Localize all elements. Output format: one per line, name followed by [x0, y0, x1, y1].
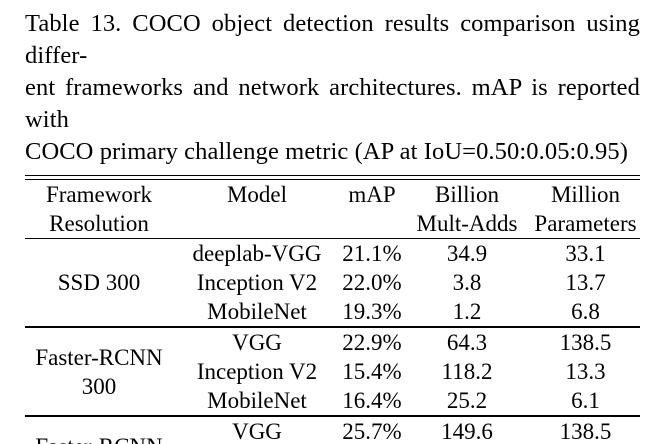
header-mult-adds-line: Mult-Adds: [416, 211, 518, 236]
table-row: MobileNet 19.3% 1.2 6.8: [25, 297, 640, 327]
parameters-cell: 13.3: [565, 359, 606, 384]
framework-line: SSD 300: [57, 270, 141, 295]
header-map: mAP: [348, 182, 396, 207]
header-resolution-line: Resolution: [49, 211, 149, 236]
header-framework-resolution: Framework Resolution: [25, 180, 173, 239]
caption-line-3: COCO primary challenge metric (AP at IoU…: [25, 138, 628, 165]
framework-group-3: Faster-RCNN600VGG25.7%149.6138.5Inceptio…: [25, 416, 640, 444]
parameters-cell: 138.5: [559, 419, 612, 444]
mult-adds-cell: 34.9: [446, 241, 488, 266]
model-cell: VGG: [232, 419, 282, 444]
framework-cell: SSD 300: [25, 239, 173, 328]
table-row: Inception V2 22.0% 3.8 13.7: [25, 268, 640, 297]
header-parameters-line: Parameters: [534, 211, 637, 236]
table-caption: Table 13. COCO object detection results …: [25, 8, 640, 168]
model-cell: Inception V2: [196, 359, 318, 384]
map-cell: 15.4%: [342, 359, 402, 384]
mult-adds-cell: 64.3: [446, 330, 488, 355]
map-cell: 25.7%: [342, 419, 402, 444]
model-cell: MobileNet: [207, 299, 307, 324]
mult-adds-cell: 118.2: [441, 359, 493, 384]
parameters-cell: 33.1: [565, 241, 606, 266]
framework-cell: Faster-RCNN600: [25, 416, 173, 444]
caption-line-2: ent frameworks and network architectures…: [25, 74, 640, 133]
parameters-cell: 13.7: [565, 270, 606, 295]
header-mult-adds: Billion Mult-Adds: [403, 180, 531, 239]
mult-adds-cell: 149.6: [441, 419, 493, 444]
model-cell: deeplab-VGG: [192, 241, 322, 266]
mult-adds-cell: 3.8: [452, 270, 482, 295]
parameters-cell: 138.5: [559, 330, 612, 355]
framework-line: Faster-RCNN: [35, 344, 163, 370]
model-cell: MobileNet: [207, 388, 307, 413]
framework-cell: Faster-RCNN 300: [25, 327, 173, 416]
header-million-line: Million: [550, 182, 620, 207]
table-row: Inception V2 15.4% 118.2 13.3: [25, 357, 640, 386]
map-cell: 19.3%: [342, 299, 402, 324]
framework-line: 300: [81, 373, 117, 399]
framework-group-2: Faster-RCNN 300 VGG 22.9% 64.3 138.5 Inception…: [25, 327, 640, 416]
map-cell: 22.0%: [342, 270, 402, 295]
parameters-cell: 6.1: [571, 388, 600, 413]
mult-adds-cell: 1.2: [452, 299, 482, 324]
map-cell: 16.4%: [342, 388, 402, 413]
map-cell: 21.1%: [342, 241, 402, 266]
table-row: Faster-RCNN600 VGG 25.7% 149.6 138.5: [25, 416, 640, 444]
header-parameters: Million Parameters: [531, 180, 640, 239]
framework-group-1: SSD 300 deeplab-VGG 21.1% 34.9 33.1 Inception…: [25, 239, 640, 327]
table-row: SSD 300 deeplab-VGG 21.1% 34.9 33.1: [25, 239, 640, 295]
model-cell: VGG: [232, 330, 282, 355]
header-framework-line: Framework: [45, 182, 153, 207]
table-header: Framework Resolution Model mAP Billion M…: [25, 180, 640, 239]
header-row: Framework Resolution Model mAP Billion M…: [25, 180, 640, 239]
mult-adds-cell: 25.2: [446, 388, 488, 413]
results-table: Framework Resolution Model mAP Billion M…: [25, 180, 640, 444]
table-row: MobileNet 16.4% 25.2 6.1: [25, 386, 640, 416]
parameters-cell: 6.8: [571, 299, 600, 324]
table-row: Faster-RCNN 300 VGG 22.9% 64.3 138.5: [25, 327, 640, 399]
header-billion-line: Billion: [435, 182, 499, 207]
header-model: Model: [226, 182, 288, 207]
framework-line: Faster-RCNN: [25, 432, 173, 444]
map-cell: 22.9%: [342, 330, 402, 355]
top-double-rule: [25, 175, 640, 180]
model-cell: Inception V2: [196, 270, 318, 295]
caption-line-1: Table 13. COCO object detection results …: [25, 10, 640, 69]
